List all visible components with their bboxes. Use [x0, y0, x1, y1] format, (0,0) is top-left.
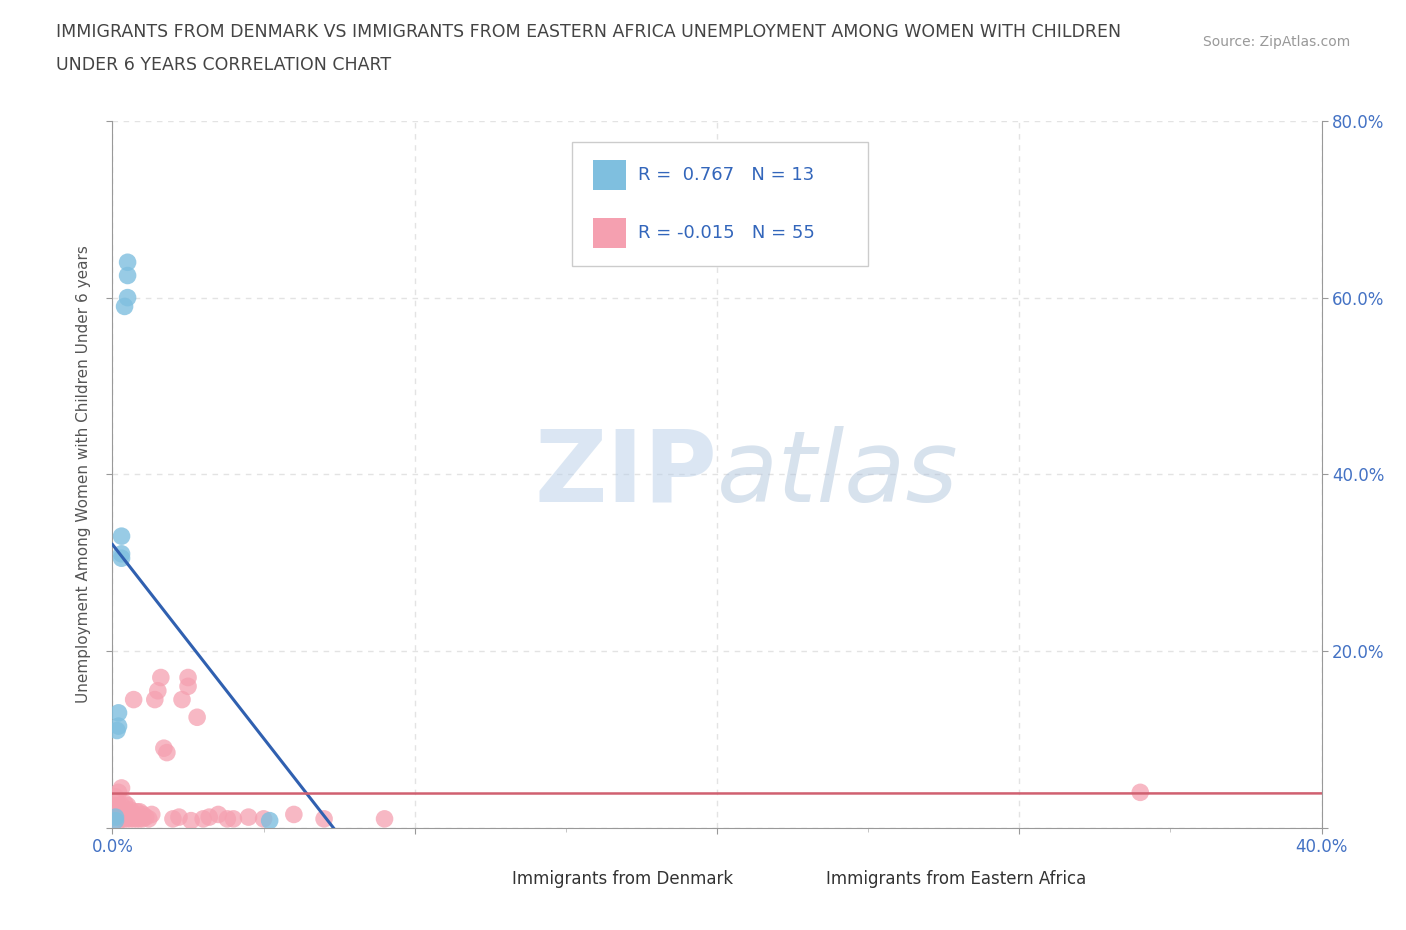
Point: [374, 811, 396, 827]
Point: [153, 740, 176, 755]
Point: [117, 290, 139, 305]
Point: [149, 670, 172, 684]
Text: R =  0.767   N = 13: R = 0.767 N = 13: [638, 166, 814, 184]
Point: [283, 807, 305, 822]
Point: [105, 816, 128, 830]
Point: [107, 798, 129, 813]
Text: R = -0.015   N = 55: R = -0.015 N = 55: [638, 224, 815, 242]
Point: [117, 798, 139, 813]
Point: [107, 719, 129, 734]
Point: [104, 810, 127, 825]
Point: [104, 798, 127, 813]
Text: UNDER 6 YEARS CORRELATION CHART: UNDER 6 YEARS CORRELATION CHART: [56, 56, 391, 73]
Point: [104, 813, 127, 828]
Point: [114, 804, 136, 819]
Point: [128, 804, 150, 819]
Point: [167, 810, 190, 825]
FancyBboxPatch shape: [481, 868, 506, 890]
Point: [146, 684, 169, 698]
Point: [141, 807, 163, 822]
Point: [122, 811, 145, 827]
Text: atlas: atlas: [717, 426, 959, 523]
Point: [138, 811, 160, 827]
FancyBboxPatch shape: [592, 160, 627, 190]
Point: [104, 807, 127, 822]
Point: [238, 810, 260, 825]
FancyBboxPatch shape: [572, 142, 868, 266]
Point: [114, 811, 136, 827]
Point: [217, 811, 239, 827]
Point: [117, 268, 139, 283]
Point: [162, 811, 184, 827]
Point: [186, 710, 208, 724]
Point: [143, 692, 166, 707]
Text: IMMIGRANTS FROM DENMARK VS IMMIGRANTS FROM EASTERN AFRICA UNEMPLOYMENT AMONG WOM: IMMIGRANTS FROM DENMARK VS IMMIGRANTS FR…: [56, 23, 1122, 41]
Point: [125, 811, 148, 827]
Point: [132, 811, 155, 827]
Point: [110, 551, 132, 565]
Point: [110, 547, 132, 562]
Point: [110, 528, 132, 543]
Point: [110, 780, 132, 795]
Point: [191, 811, 214, 827]
Point: [110, 798, 132, 813]
Point: [132, 807, 155, 822]
Text: Immigrants from Eastern Africa: Immigrants from Eastern Africa: [825, 870, 1085, 887]
Text: Source: ZipAtlas.com: Source: ZipAtlas.com: [1202, 35, 1350, 49]
Point: [117, 811, 139, 827]
Point: [122, 692, 145, 707]
Text: Immigrants from Denmark: Immigrants from Denmark: [512, 870, 733, 887]
Point: [114, 795, 136, 810]
Point: [207, 807, 229, 822]
Point: [107, 807, 129, 822]
Point: [120, 807, 142, 822]
Point: [180, 813, 202, 828]
Point: [122, 807, 145, 822]
Text: ZIP: ZIP: [534, 426, 717, 523]
Point: [120, 803, 142, 817]
Point: [170, 692, 193, 707]
Point: [177, 670, 200, 684]
Point: [105, 724, 128, 738]
Point: [259, 813, 281, 828]
Point: [114, 299, 136, 314]
Point: [125, 804, 148, 819]
Point: [104, 790, 127, 804]
Point: [117, 255, 139, 270]
Point: [253, 811, 276, 827]
Point: [198, 810, 221, 825]
FancyBboxPatch shape: [592, 219, 627, 248]
Point: [1129, 785, 1152, 800]
Point: [128, 811, 150, 827]
Point: [135, 810, 157, 825]
Point: [107, 705, 129, 720]
Point: [222, 811, 245, 827]
Y-axis label: Unemployment Among Women with Children Under 6 years: Unemployment Among Women with Children U…: [76, 246, 91, 703]
Point: [117, 807, 139, 822]
FancyBboxPatch shape: [796, 868, 820, 890]
Point: [156, 745, 179, 760]
Point: [110, 804, 132, 819]
Point: [120, 811, 142, 827]
Point: [314, 811, 336, 827]
Point: [107, 785, 129, 800]
Point: [177, 679, 200, 694]
Point: [110, 811, 132, 827]
